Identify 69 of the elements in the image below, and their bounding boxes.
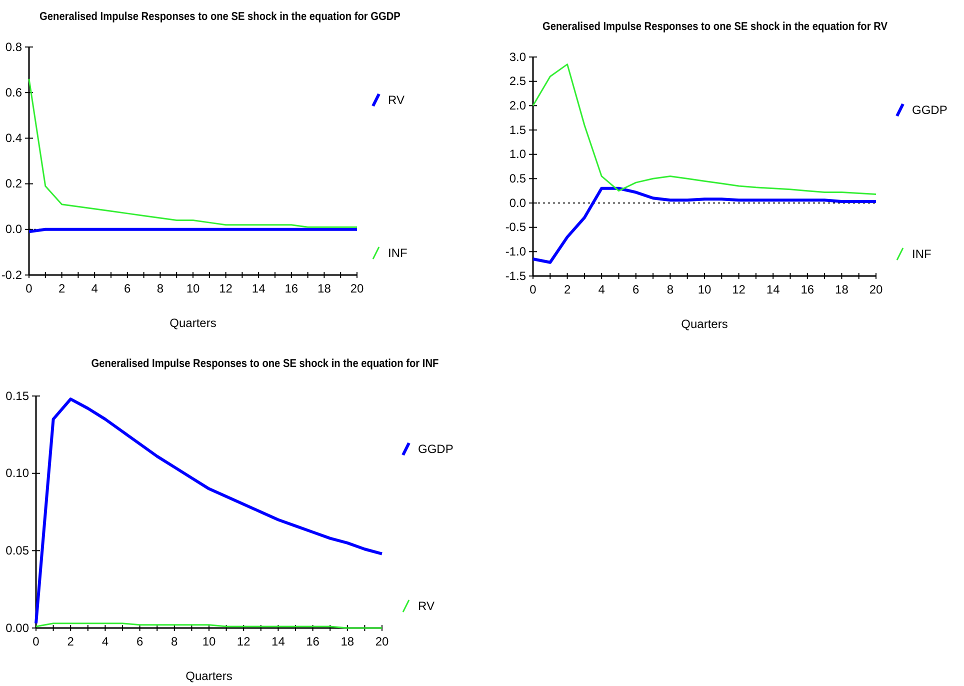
y-tick-label: -1.5 xyxy=(505,268,526,283)
y-tick-label: -0.5 xyxy=(505,220,526,234)
x-tick-label: 4 xyxy=(598,282,606,297)
y-tick-label: 2.5 xyxy=(509,74,526,88)
legend-label: RV xyxy=(388,93,404,107)
line-series xyxy=(28,78,358,228)
x-tick-label: 18 xyxy=(835,282,849,297)
x-tick-label: 0 xyxy=(26,282,33,296)
x-axis-title: Quarters xyxy=(681,317,728,331)
x-tick-label: 8 xyxy=(171,634,178,649)
y-tick-label: 0.00 xyxy=(6,620,30,635)
legend-label: INF xyxy=(388,246,408,260)
x-tick-label: 20 xyxy=(375,634,389,649)
y-tick-label: 0.2 xyxy=(5,176,22,191)
x-tick-label: 16 xyxy=(284,282,298,296)
x-tick-label: 18 xyxy=(340,634,354,649)
chart-title: Generalised Impulse Responses to one SE shock in the equation for GGDP xyxy=(40,10,400,24)
x-tick-label: 20 xyxy=(350,282,364,296)
legend-label: RV xyxy=(418,599,434,613)
x-tick-label: 14 xyxy=(766,282,780,297)
x-tick-label: 18 xyxy=(318,282,332,296)
y-tick-label: 0.4 xyxy=(5,131,22,146)
line-series xyxy=(34,398,384,625)
legend-label: INF xyxy=(912,247,932,261)
y-tick-label: 0.10 xyxy=(6,466,30,480)
y-tick-label: -1.0 xyxy=(505,244,526,259)
legend-label: GGDP xyxy=(418,442,454,456)
line-series xyxy=(532,64,877,195)
x-tick-label: 8 xyxy=(156,282,164,296)
x-axis-title: Quarters xyxy=(186,669,232,683)
x-tick-label: 10 xyxy=(202,634,216,649)
line-series xyxy=(532,186,878,264)
y-tick-label: 0.0 xyxy=(509,196,526,210)
x-tick-label: 10 xyxy=(698,282,712,297)
y-tick-label: 0.15 xyxy=(6,388,30,403)
y-tick-label: 0.0 xyxy=(5,222,22,236)
x-tick-label: 8 xyxy=(666,282,674,297)
x-tick-label: 2 xyxy=(564,282,571,297)
y-tick-label: 1.0 xyxy=(509,147,526,162)
x-tick-label: 12 xyxy=(219,282,233,296)
x-tick-label: 14 xyxy=(272,634,286,649)
x-tick-label: 2 xyxy=(67,634,74,649)
legend-label: GGDP xyxy=(912,103,948,117)
x-tick-label: 4 xyxy=(91,282,98,296)
y-tick-label: 0.05 xyxy=(6,544,30,558)
x-tick-label: 6 xyxy=(124,282,132,296)
x-tick-label: 14 xyxy=(252,282,266,296)
x-tick-label: 12 xyxy=(732,282,746,297)
x-tick-label: 6 xyxy=(632,282,640,297)
chart-title: Generalised Impulse Responses to one SE shock in the equation for RV xyxy=(542,20,888,34)
y-tick-label: 1.5 xyxy=(509,122,526,137)
x-tick-label: 12 xyxy=(236,634,251,649)
y-tick-label: -0.2 xyxy=(1,268,22,282)
chart-title: Generalised Impulse Responses to one SE shock in the equation for INF xyxy=(91,357,440,370)
y-tick-label: 0.5 xyxy=(509,172,526,186)
x-tick-label: 6 xyxy=(136,634,144,649)
y-tick-label: 3.0 xyxy=(509,50,526,64)
x-axis-title: Quarters xyxy=(170,316,216,330)
x-tick-label: 20 xyxy=(869,282,883,297)
y-tick-label: 0.8 xyxy=(5,40,22,54)
x-tick-label: 4 xyxy=(102,634,109,649)
x-tick-label: 10 xyxy=(186,282,200,296)
y-tick-label: 2.0 xyxy=(509,98,526,113)
x-tick-label: 0 xyxy=(530,282,537,297)
x-tick-label: 2 xyxy=(58,282,66,296)
x-tick-label: 0 xyxy=(32,634,40,649)
y-tick-label: 0.6 xyxy=(5,85,22,100)
x-tick-label: 16 xyxy=(800,282,814,297)
x-tick-label: 16 xyxy=(306,634,320,649)
